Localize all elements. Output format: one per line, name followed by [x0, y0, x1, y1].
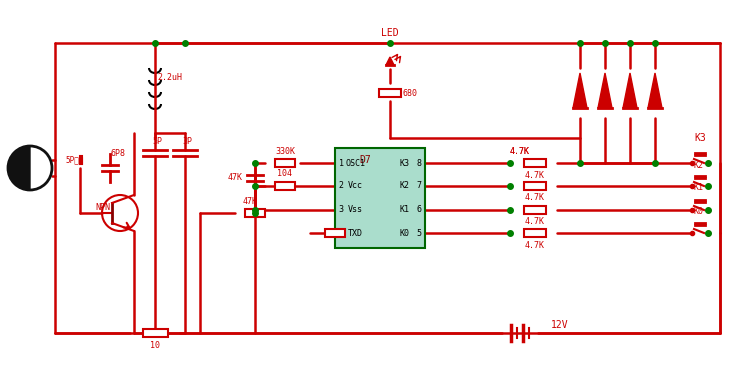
Text: 4.7K: 4.7K: [510, 147, 530, 155]
Text: 3: 3: [338, 206, 344, 214]
Polygon shape: [648, 73, 662, 108]
Text: 5: 5: [416, 228, 422, 237]
Text: 6P8: 6P8: [110, 149, 125, 158]
Text: K1: K1: [693, 183, 703, 192]
Wedge shape: [8, 146, 30, 190]
Text: 4.7K: 4.7K: [510, 147, 530, 155]
Text: 330K: 330K: [275, 147, 295, 155]
Bar: [379, 89, 401, 97]
Text: K0: K0: [693, 208, 703, 217]
Text: 47K: 47K: [242, 197, 257, 206]
Text: 7: 7: [416, 181, 422, 191]
Text: 2: 2: [338, 181, 344, 191]
Text: 4.7K: 4.7K: [525, 194, 545, 203]
Text: 1: 1: [338, 158, 344, 167]
Text: 104: 104: [278, 169, 292, 178]
FancyBboxPatch shape: [335, 148, 425, 248]
Text: 680: 680: [403, 88, 418, 98]
Text: D7: D7: [359, 155, 370, 165]
Text: 4.7K: 4.7K: [525, 240, 545, 249]
Polygon shape: [623, 73, 637, 108]
Text: K3: K3: [694, 133, 706, 143]
Text: 4.7K: 4.7K: [525, 170, 545, 180]
Text: K0: K0: [400, 228, 410, 237]
Text: 4.7K: 4.7K: [525, 217, 545, 226]
Polygon shape: [598, 73, 612, 108]
Text: 6: 6: [416, 206, 422, 214]
Text: 5P: 5P: [152, 136, 162, 146]
Text: TXD: TXD: [347, 228, 362, 237]
Text: K2: K2: [400, 181, 410, 191]
Text: 47K: 47K: [227, 174, 242, 183]
Text: 10: 10: [150, 341, 160, 350]
Bar: [275, 182, 295, 190]
Text: 3P: 3P: [182, 136, 192, 146]
Bar: [142, 329, 167, 337]
Text: 2.2uH: 2.2uH: [158, 73, 182, 82]
Text: OSC1: OSC1: [345, 158, 365, 167]
Text: 5P可调: 5P可调: [65, 155, 83, 164]
Bar: [275, 159, 295, 167]
Bar: [524, 182, 546, 190]
Bar: [524, 229, 546, 237]
Bar: [524, 159, 546, 167]
Text: 12V: 12V: [551, 320, 568, 330]
Bar: [325, 229, 345, 237]
Text: Vss: Vss: [347, 206, 362, 214]
Text: LED: LED: [381, 28, 399, 38]
Text: 4: 4: [338, 228, 344, 237]
Text: K1: K1: [400, 206, 410, 214]
Text: NPN: NPN: [95, 203, 110, 212]
Polygon shape: [573, 73, 587, 108]
Bar: [524, 206, 546, 214]
Text: Vcc: Vcc: [347, 181, 362, 191]
Bar: [245, 209, 265, 217]
Polygon shape: [386, 57, 394, 65]
Text: K3: K3: [400, 158, 410, 167]
Text: 8: 8: [416, 158, 422, 167]
Text: K2: K2: [693, 161, 703, 169]
